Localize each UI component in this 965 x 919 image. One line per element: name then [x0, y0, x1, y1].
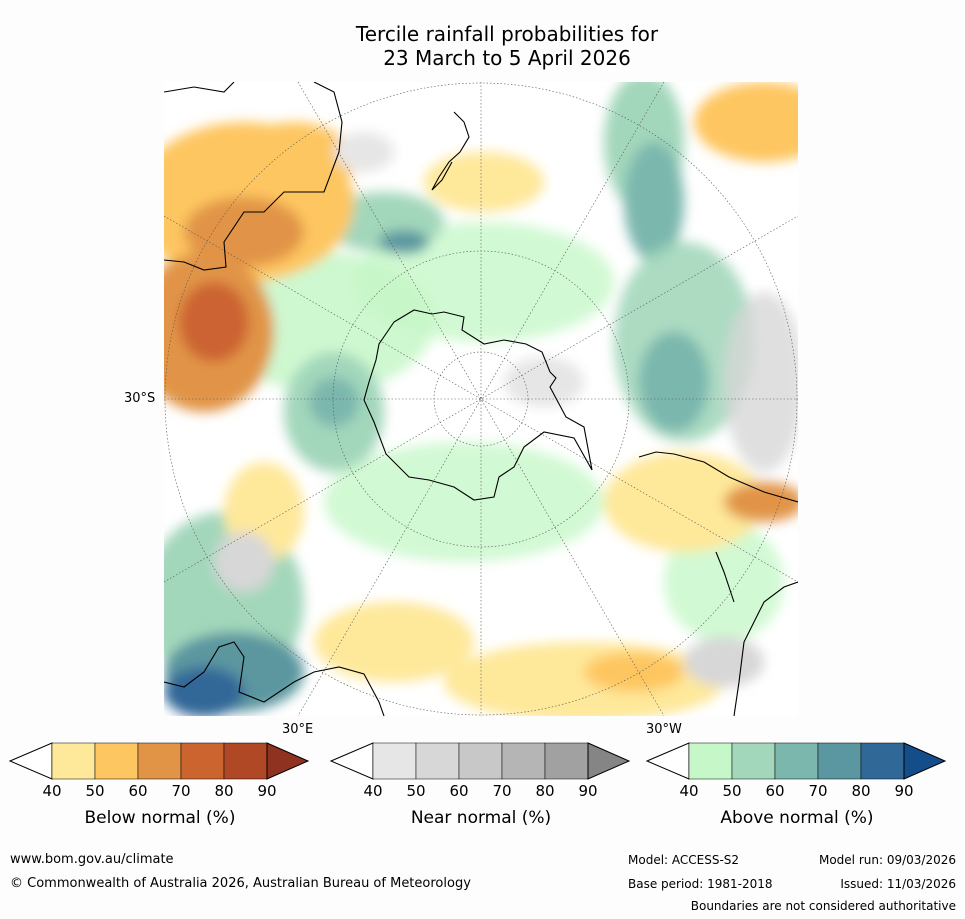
antarctica-coastline	[363, 309, 593, 501]
above-tick-40: 40	[679, 782, 699, 800]
near-normal-label: Near normal (%)	[410, 808, 552, 828]
near-tick-90: 90	[578, 782, 598, 800]
longitude-label-30e: 30°E	[282, 722, 314, 737]
title-line-1: Tercile rainfall probabilities for	[355, 22, 659, 46]
south-america-coastline	[638, 451, 798, 716]
colorbar-near-normal-scale	[329, 742, 631, 780]
copyright-notice: © Commonwealth of Australia 2026, Austra…	[10, 876, 471, 891]
below-tick-70: 70	[171, 782, 191, 800]
website-link[interactable]: www.bom.gov.au/climate	[10, 852, 174, 867]
near-tick-60: 60	[449, 782, 469, 800]
above-tick-70: 70	[808, 782, 828, 800]
below-normal-label: Below normal (%)	[84, 808, 236, 828]
model-run-date: Model run: 09/03/2026	[818, 853, 956, 867]
probability-field	[164, 82, 798, 716]
colorbar-below-normal	[8, 742, 310, 780]
near-tick-40: 40	[363, 782, 383, 800]
below-tick-60: 60	[128, 782, 148, 800]
longitude-label-30w: 30°W	[646, 722, 682, 737]
new-zealand-coastline	[431, 111, 470, 191]
model-name: Model: ACCESS-S2	[628, 853, 740, 867]
colorbar-near-normal	[329, 742, 631, 780]
latitude-label-30s: 30°S	[124, 391, 156, 406]
australia-coastline	[164, 82, 343, 271]
above-tick-90: 90	[894, 782, 914, 800]
below-tick-40: 40	[42, 782, 62, 800]
title-line-2: 23 March to 5 April 2026	[383, 46, 631, 70]
near-tick-70: 70	[492, 782, 512, 800]
africa-coastline	[164, 641, 385, 716]
colorbar-above-normal-scale	[645, 742, 947, 780]
colorbar-below-normal-scale	[8, 742, 310, 780]
graticule	[164, 82, 798, 716]
issued-date: Issued: 11/03/2026	[840, 877, 956, 891]
boundaries-disclaimer: Boundaries are not considered authoritat…	[690, 899, 956, 913]
above-normal-label: Above normal (%)	[720, 808, 874, 828]
rainfall-probability-map	[164, 82, 798, 716]
below-tick-50: 50	[85, 782, 105, 800]
above-tick-60: 60	[765, 782, 785, 800]
above-tick-80: 80	[851, 782, 871, 800]
below-tick-90: 90	[257, 782, 277, 800]
base-period: Base period: 1981-2018	[628, 877, 773, 891]
map-title: Tercile rainfall probabilities for 23 Ma…	[0, 22, 965, 70]
colorbar-above-normal	[645, 742, 947, 780]
near-tick-80: 80	[535, 782, 555, 800]
map-canvas	[164, 82, 798, 716]
above-tick-50: 50	[722, 782, 742, 800]
below-tick-80: 80	[214, 782, 234, 800]
near-tick-50: 50	[406, 782, 426, 800]
